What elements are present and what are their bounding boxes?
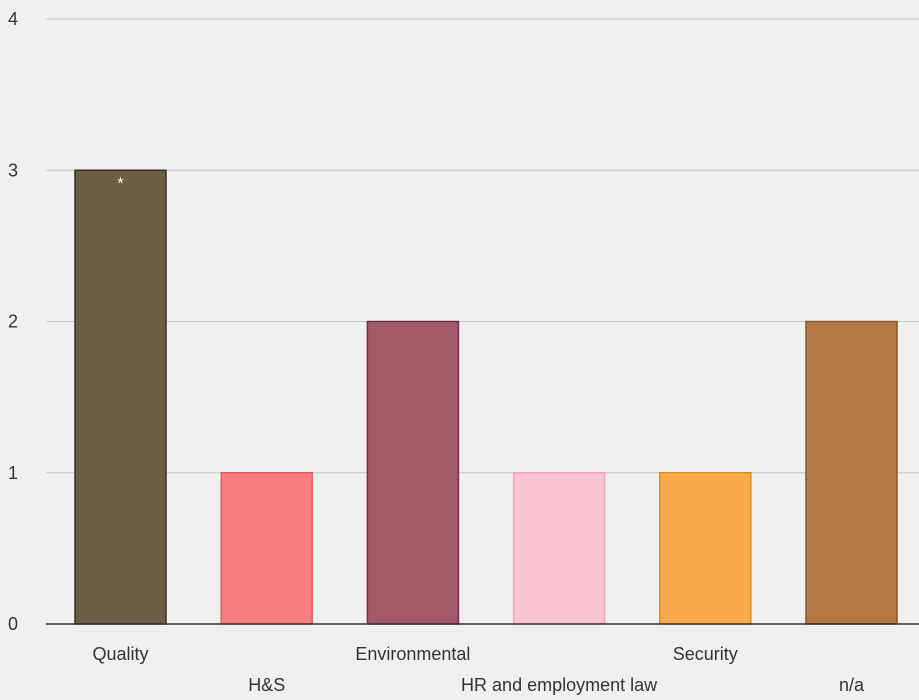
x-tick-label: Quality <box>92 644 148 664</box>
y-tick-label: 0 <box>8 614 18 634</box>
bar <box>74 169 167 625</box>
bar <box>220 472 313 625</box>
bar <box>805 320 898 625</box>
bar <box>366 320 460 625</box>
x-tick-label: Security <box>673 644 738 664</box>
y-tick-label: 1 <box>8 463 18 483</box>
y-tick-label: 3 <box>8 160 18 180</box>
x-tick-label: H&S <box>248 675 285 695</box>
bar <box>512 472 606 625</box>
bar <box>659 472 752 625</box>
y-tick-label: 4 <box>8 9 18 29</box>
bar-annotation: * <box>117 175 123 192</box>
y-tick-label: 2 <box>8 312 18 332</box>
x-tick-label: HR and employment law <box>461 675 658 695</box>
x-tick-label: n/a <box>839 675 865 695</box>
x-tick-label: Environmental <box>355 644 470 664</box>
